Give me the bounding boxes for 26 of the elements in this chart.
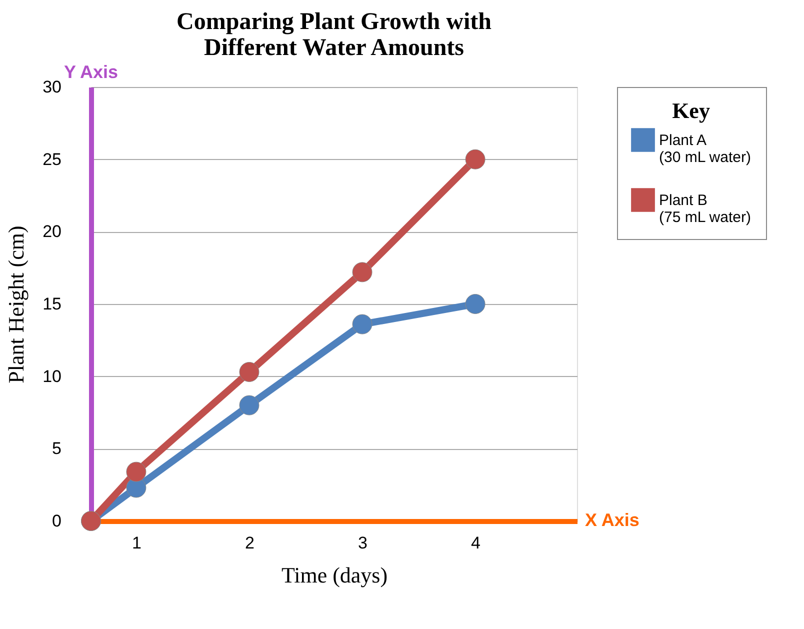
point (465, 294, 486, 314)
y-tick-label: 25 (42, 150, 62, 169)
legend-title: Key (672, 98, 710, 123)
y-axis-title: Plant Height (cm) (4, 226, 29, 384)
y-tick-label: 20 (42, 222, 62, 242)
point (352, 262, 372, 282)
x-tick-label: 2 (245, 534, 254, 552)
x-axis-title: Time (days) (281, 562, 388, 588)
point (352, 314, 372, 334)
x-tick-label: 1 (132, 534, 142, 552)
y-tick-label: 15 (42, 294, 62, 314)
y-tick-label: 0 (52, 512, 62, 530)
y-tick-label: 5 (52, 439, 62, 458)
point (465, 149, 486, 170)
x-tick-label: 4 (471, 534, 481, 552)
legend-label: Plant A (30 mL water) (659, 132, 751, 166)
chart-title: Comparing Plant Growth with Different Water Amounts (176, 9, 492, 61)
point (126, 462, 146, 482)
point (239, 362, 260, 382)
point (239, 395, 260, 416)
y-tick-label: 10 (42, 366, 62, 386)
legend-label: Plant B (75 mL water) (659, 192, 751, 226)
text: X Axis (585, 510, 640, 530)
text: Y Axis (64, 62, 118, 82)
y-tick-label: 30 (42, 78, 62, 96)
x-tick-label: 3 (358, 534, 368, 552)
